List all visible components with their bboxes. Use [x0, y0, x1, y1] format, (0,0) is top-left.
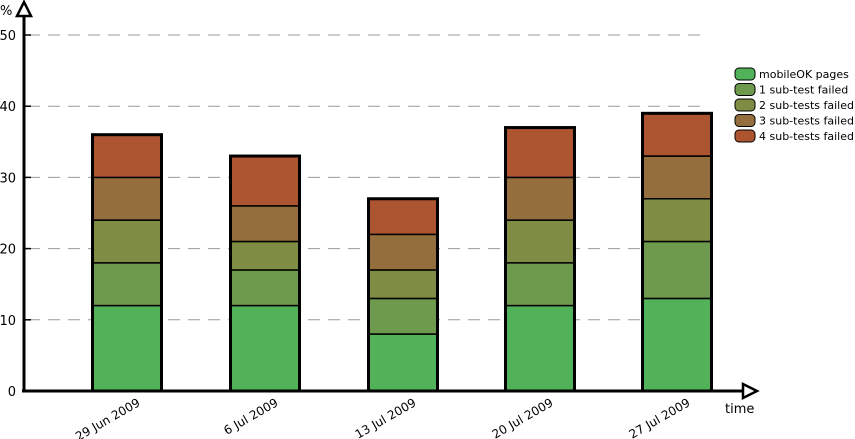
bar-segment [229, 269, 301, 307]
bar-segment [367, 198, 439, 236]
legend-swatch [734, 67, 756, 81]
bar-segment [641, 155, 713, 200]
bar-segment [504, 219, 576, 264]
bar-stack [504, 126, 576, 393]
bar-segment [641, 240, 713, 300]
x-tick-label: 13 Jul 2009 [353, 395, 419, 439]
legend-swatch [734, 129, 756, 143]
bar-segment [229, 240, 301, 271]
y-axis-title: % [0, 4, 12, 19]
legend-label: mobileOK pages [759, 68, 849, 81]
bar-segment [641, 112, 713, 157]
legend-label: 2 sub-tests failed [759, 99, 854, 112]
axes: % time [0, 0, 760, 417]
bar-segment [367, 269, 439, 300]
bar-segment [91, 304, 163, 392]
y-axis-arrow [14, 0, 34, 18]
bar-segment [504, 126, 576, 179]
y-tick-label: 30 [0, 171, 16, 186]
y-tick-label: 40 [0, 100, 16, 115]
y-tick-label: 50 [0, 29, 16, 44]
x-tick-label: 27 Jul 2009 [627, 395, 693, 439]
x-tick-label: 20 Jul 2009 [490, 395, 556, 439]
bar-segment [367, 333, 439, 392]
bar-segment [641, 198, 713, 243]
bar-segment [91, 176, 163, 221]
bars [91, 111, 713, 393]
bar-stack [367, 197, 439, 393]
bar-stack [641, 111, 713, 393]
bar-stack [91, 133, 163, 393]
legend-label: 4 sub-tests failed [759, 130, 854, 143]
bar-segment [91, 219, 163, 264]
x-axis-title: time [725, 402, 754, 417]
x-tick-label: 6 Jul 2009 [221, 395, 280, 437]
legend-swatch [734, 83, 756, 96]
legend: mobileOK pages 1 sub-test failed 2 sub-tes… [734, 67, 854, 143]
bar-segment [504, 262, 576, 307]
legend-swatch [734, 114, 756, 127]
bar-segment [641, 297, 713, 392]
legend-label: 1 sub-test failed [759, 84, 848, 97]
y-tick-label: 20 [0, 243, 16, 258]
bar-segment [229, 155, 301, 207]
x-axis-arrow [741, 381, 760, 401]
bar-segment [229, 304, 301, 392]
bar-segment [91, 262, 163, 307]
bar-segment [229, 205, 301, 243]
y-tick-label: 10 [0, 314, 16, 329]
bar-segment [504, 304, 576, 392]
y-tick-labels: 0 10 20 30 40 50 [0, 29, 16, 400]
bar-segment [504, 176, 576, 221]
y-tick-label: 0 [8, 385, 16, 400]
bar-segment [91, 133, 163, 179]
bar-segment [367, 233, 439, 271]
x-tick-labels: 29 Jun 2009 6 Jul 2009 13 Jul 2009 20 Jul 2… [73, 395, 693, 439]
legend-label: 3 sub-tests failed [759, 115, 854, 128]
bar-stack [229, 154, 301, 393]
x-tick-label: 29 Jun 2009 [73, 395, 143, 439]
bar-segment [367, 297, 439, 335]
legend-swatch [734, 98, 756, 112]
